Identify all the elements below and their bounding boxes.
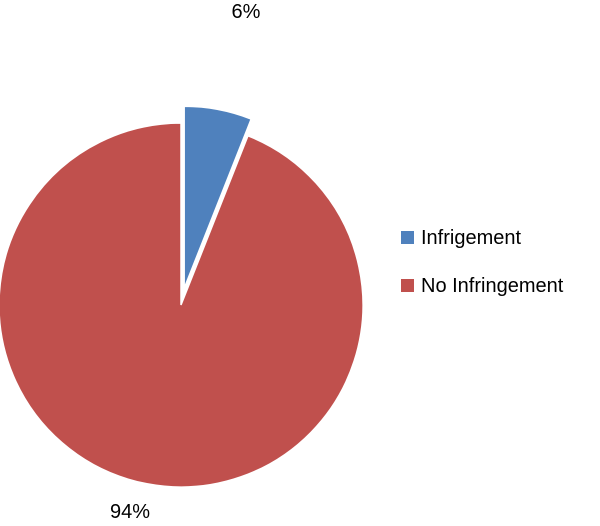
legend-label-infrigement: Infrigement (421, 227, 521, 249)
data-label-no-infringement: 94% (110, 501, 150, 523)
legend-item-no-infringement: No Infringement (401, 275, 564, 297)
legend-item-infrigement: Infrigement (401, 227, 521, 249)
data-labels: 6% 94% (110, 1, 261, 523)
legend-swatch-infrigement (401, 231, 414, 244)
pie-slice-infrigement (183, 105, 253, 289)
pie-slice-no-infringement (0, 122, 364, 488)
legend-swatch-no-infringement (401, 279, 414, 292)
pie-slices (0, 105, 364, 488)
legend: Infrigement No Infringement (401, 227, 564, 297)
data-label-infrigement: 6% (232, 1, 261, 23)
legend-label-no-infringement: No Infringement (421, 275, 564, 297)
